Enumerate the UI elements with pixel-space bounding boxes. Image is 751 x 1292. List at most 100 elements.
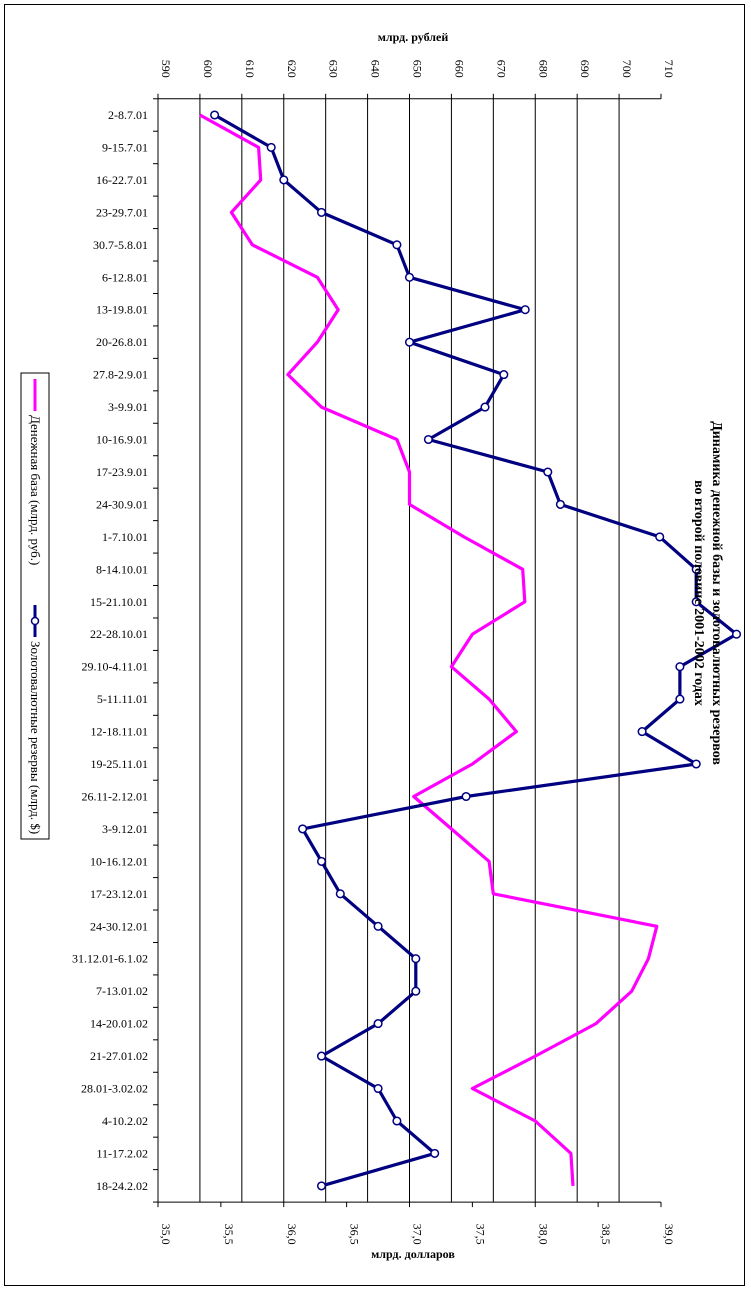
top-axis-tick-label: 640 [369,60,383,78]
chart-svg: 590 600 610 620 630 640 650 660 670 680 690 700 710 3… [20,30,742,1261]
category-label: 9-15.7.01 [102,140,148,154]
data-point-reserves [655,532,665,542]
category-label: 23-29.7.01 [96,205,148,219]
data-point-reserves [691,597,701,607]
legend-marker-reserves [30,616,40,626]
data-point-reserves [279,175,289,185]
top-axis-tick-label: 590 [159,60,173,78]
category-label: 12-18.11.01 [90,725,148,739]
data-point-reserves [210,110,220,120]
bottom-axis-tick-label: 35,0 [159,1224,173,1245]
top-axis-tick-label: 690 [578,60,592,78]
top-axis-tick-label: 680 [536,60,550,78]
category-label: 27.8-2.9.01 [93,368,148,382]
top-axis-tick-label: 600 [201,60,215,78]
bottom-axis-tick-label: 35,5 [222,1224,236,1245]
data-point-reserves [373,921,383,931]
category-label: 31.12.01-6.1.02 [72,952,148,966]
category-label: 15-21.10.01 [90,595,148,609]
top-axis-tick-label: 670 [494,60,508,78]
data-point-reserves [404,337,415,347]
category-label: 13-19.8.01 [96,303,148,317]
data-point-reserves [461,791,471,802]
bottom-axis-tick-label: 38,5 [599,1224,613,1245]
category-label: 17-23.9.01 [96,465,148,479]
category-label: 14-20.01.02 [90,1017,148,1031]
category-label: 3-9.12.01 [102,822,148,836]
series-line-money-base [199,113,659,1187]
data-point-reserves [298,824,308,834]
data-point-reserves [373,1083,383,1094]
data-point-reserves [316,207,327,217]
chart-title: Динамика денежной базы и золотовалютных … [709,421,724,765]
category-label: 26.11-2.12.01 [81,789,148,803]
category-label: 2-8.7.01 [108,108,148,122]
bottom-axis-tick-label: 39,0 [662,1224,676,1245]
category-label: 6-12.8.01 [102,270,148,284]
category-label: 11-17.2.02 [96,1146,148,1160]
series-line-reserves [213,113,739,1188]
top-axis-tick-label: 660 [452,60,466,78]
category-label: 30.7-5.8.01 [93,238,148,252]
top-axis-tick-label: 620 [285,60,299,78]
data-point-reserves [637,727,647,737]
category-label: 1-7.10.01 [102,530,148,544]
bottom-axis-tick-label: 38,0 [536,1224,550,1245]
data-point-reserves [335,889,345,899]
category-label: 24-30.12.01 [90,919,148,933]
category-label: 5-11.11.01 [97,692,148,706]
data-point-reserves [423,434,433,445]
category-label: 18-24.2.02 [96,1179,148,1193]
data-point-reserves [411,986,421,996]
data-point-reserves [430,1148,440,1158]
axis-layer: 590 600 610 620 630 640 650 660 670 680 690 700 710 3… [72,60,676,1245]
category-label: 10-16.12.01 [90,854,148,868]
data-point-reserves [555,499,565,509]
data-point-reserves [373,1019,383,1029]
bottom-axis-tick-label: 36,5 [348,1224,362,1245]
bottom-axis-tick-label: 36,0 [285,1224,299,1245]
category-label: 19-25.11.01 [90,757,148,771]
category-label: 16-22.7.01 [96,173,148,187]
category-label: 22-28.10.01 [90,627,148,641]
legend-label-reserves: Золотовалютные резервы (млрд. $) [28,641,43,834]
legend: Денежная база (млрд. руб.) Золотовалютны… [20,372,50,840]
data-point-reserves [675,694,685,704]
grid-layer [199,98,620,1203]
data-point-reserves [266,142,276,152]
bottom-axis-label: млрд. долларов [371,1247,455,1261]
data-point-reserves [480,402,490,412]
data-point-reserves [499,370,509,380]
bottom-axis-tick-label: 37,0 [411,1224,425,1245]
data-point-reserves [392,240,402,250]
data-point-reserves [316,1051,327,1061]
data-point-reserves [731,629,742,639]
chart-frame: 590 600 610 620 630 640 650 660 670 680 690 700 710 3… [4,4,745,1286]
data-point-reserves [411,954,421,964]
data-point-reserves [316,1181,327,1191]
top-axis-tick-label: 630 [327,60,341,78]
top-axis-tick-label: 610 [243,60,257,78]
data-point-reserves [520,305,530,315]
category-label: 3-9.9.01 [108,400,148,414]
category-label: 29.10-4.11.01 [81,660,148,674]
data-point-reserves [316,856,327,866]
category-label: 24-30.9.01 [96,497,148,511]
chart-subtitle: во второй половине 2001-2002 годах [691,480,706,706]
category-label: 4-10.2.02 [102,1114,148,1128]
data-point-reserves [543,467,553,477]
top-axis-label: млрд. рублей [378,30,449,44]
legend-label-money-base: Денежная база (млрд. руб.) [28,415,43,565]
category-label: 20-26.8.01 [96,335,148,349]
data-point-reserves [691,759,701,769]
data-point-reserves [392,1116,402,1126]
category-label: 28.01-3.02.02 [81,1082,148,1096]
bottom-axis-tick-label: 37,5 [473,1224,487,1245]
category-label: 17-23.12.01 [90,887,148,901]
top-axis-tick-label: 650 [411,60,425,78]
series-layer [199,110,742,1191]
category-label: 7-13.01.02 [96,984,148,998]
category-label: 8-14.10.01 [96,562,148,576]
data-point-reserves [691,564,701,574]
category-label: 21-27.01.02 [90,1049,148,1063]
